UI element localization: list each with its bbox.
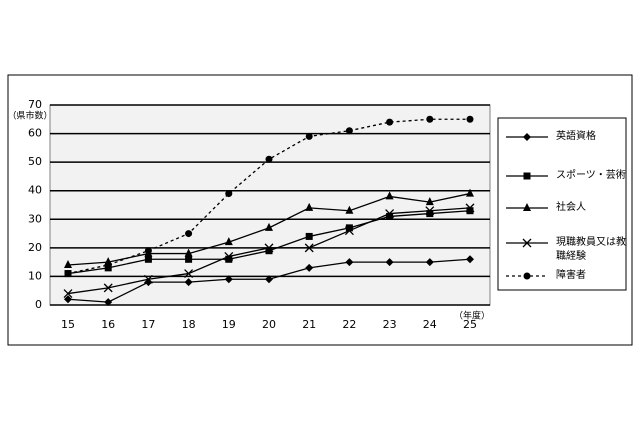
data-point [265, 247, 273, 255]
x-tick-label: 23 [383, 318, 397, 331]
y-tick-label: 60 [28, 127, 42, 140]
data-point [64, 295, 72, 304]
legend-marker [522, 238, 532, 248]
data-point [426, 210, 434, 218]
data-point [305, 232, 313, 240]
data-point [305, 263, 314, 272]
x-tick-label: 21 [302, 318, 316, 331]
data-point [305, 202, 314, 211]
data-point [265, 275, 273, 284]
x-tick-label: 15 [61, 318, 75, 331]
legend-label: スポーツ・芸術 [556, 170, 626, 181]
data-point [63, 289, 73, 299]
y-tick-label: 30 [28, 212, 42, 225]
x-axis-label: （年度） [454, 310, 490, 322]
y-tick-label: 10 [28, 269, 42, 282]
data-point [224, 237, 233, 246]
data-point [466, 255, 474, 264]
data-point [466, 115, 474, 123]
y-tick-label: 40 [28, 184, 42, 197]
legend-box [497, 117, 627, 291]
data-point [385, 191, 394, 200]
data-point [64, 260, 72, 268]
legend-marker [523, 203, 531, 211]
data-point [345, 205, 354, 214]
data-point [466, 188, 474, 197]
data-point [426, 115, 434, 123]
legend-marker [523, 133, 531, 141]
legend-label: 英語資格 [556, 131, 596, 142]
data-point [385, 209, 395, 219]
x-tick-label: 17 [141, 318, 155, 331]
data-point [224, 251, 234, 261]
x-tick-label: 22 [342, 318, 356, 331]
data-point [265, 155, 273, 163]
legend-label: 障害者 [556, 270, 586, 281]
x-tick-label: 20 [262, 318, 276, 331]
data-point [386, 118, 394, 126]
x-tick-label: 19 [222, 318, 236, 331]
data-point [185, 255, 193, 263]
x-tick-label: 18 [182, 318, 196, 331]
data-point [224, 275, 233, 284]
data-point [144, 247, 152, 255]
data-point [64, 270, 72, 278]
series-line [67, 118, 470, 275]
data-point [103, 283, 113, 293]
data-point [225, 190, 233, 198]
data-point [185, 230, 193, 238]
data-point [305, 132, 313, 140]
data-point [425, 197, 434, 206]
legend-label: 現職教員又は教職経験 [556, 237, 626, 262]
data-point [265, 222, 273, 231]
data-point [385, 258, 394, 267]
data-point [425, 258, 434, 267]
data-point [225, 255, 233, 263]
x-tick-label: 16 [101, 318, 115, 331]
x-tick-label: 24 [423, 318, 437, 331]
data-point [344, 226, 354, 236]
data-point [465, 203, 475, 213]
data-point [143, 274, 153, 284]
legend-marker [523, 272, 531, 280]
data-point [345, 127, 353, 135]
data-point [345, 258, 354, 267]
data-point [425, 206, 435, 216]
x-tick-label: 25 [463, 318, 477, 331]
data-point [184, 278, 193, 287]
data-point [466, 207, 474, 215]
y-axis-label: （県市数） [7, 110, 52, 122]
y-tick-label: 0 [35, 298, 42, 311]
legend-label: 社会人 [556, 202, 586, 213]
data-point [104, 298, 113, 307]
data-point [304, 243, 314, 253]
data-point [104, 261, 112, 269]
plot-area [49, 104, 491, 306]
data-point [184, 269, 194, 279]
y-tick-label: 50 [28, 155, 42, 168]
legend-marker [523, 172, 531, 180]
data-point [386, 212, 394, 220]
y-tick-label: 70 [28, 98, 42, 111]
data-point [144, 255, 152, 263]
data-point [264, 243, 274, 253]
data-point [345, 224, 353, 232]
y-tick-label: 20 [28, 241, 42, 254]
data-point [184, 248, 193, 257]
